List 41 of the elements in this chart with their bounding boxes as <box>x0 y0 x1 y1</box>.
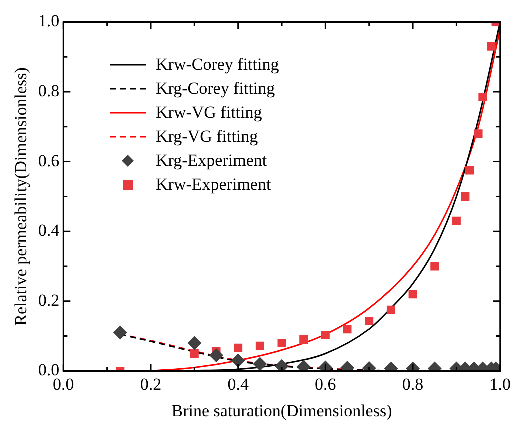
point <box>408 290 418 299</box>
x-tick-label: 0.4 <box>228 374 250 394</box>
point <box>231 354 246 368</box>
x-tick-label: 0.8 <box>402 374 424 394</box>
point <box>386 306 396 314</box>
x-tick-label: 0.6 <box>315 374 336 394</box>
legend-label: Krg-VG fitting <box>156 127 258 147</box>
y-tick-label: 0.6 <box>38 151 60 170</box>
point <box>190 350 199 358</box>
legend-label: Krw-Corey fitting <box>156 55 280 75</box>
point <box>234 344 243 352</box>
point <box>113 326 128 340</box>
point <box>474 130 483 138</box>
point <box>452 216 461 226</box>
point <box>461 192 470 201</box>
x-tick-label: 0.2 <box>140 374 162 394</box>
point <box>210 348 224 362</box>
point <box>300 336 308 344</box>
legend-label: Krg-Experiment <box>156 151 268 171</box>
y-tick-label: 1.0 <box>38 12 60 31</box>
point <box>343 325 352 334</box>
point <box>365 317 374 326</box>
y-tick-label: 0.8 <box>38 81 60 100</box>
legend-label: Krw-Experiment <box>156 175 272 195</box>
point <box>188 336 202 350</box>
point <box>275 359 290 372</box>
point <box>278 339 286 348</box>
point <box>487 42 496 51</box>
legend-label: Krw-VG fitting <box>156 103 262 123</box>
y-tick-label: 0.4 <box>38 221 60 240</box>
point <box>430 262 440 271</box>
legend-label: Krg-Corey fitting <box>156 79 276 99</box>
x-axis-title: Brine saturation(Dimensionless) <box>172 401 392 420</box>
point <box>256 342 264 350</box>
point <box>321 331 330 340</box>
point <box>253 357 268 372</box>
x-tick-label: 1.0 <box>490 374 511 394</box>
point <box>478 92 488 102</box>
y-tick-label: 0.2 <box>38 290 60 310</box>
point <box>466 166 474 175</box>
y-axis-title: Relative permeability(Dimensionless) <box>12 68 31 326</box>
